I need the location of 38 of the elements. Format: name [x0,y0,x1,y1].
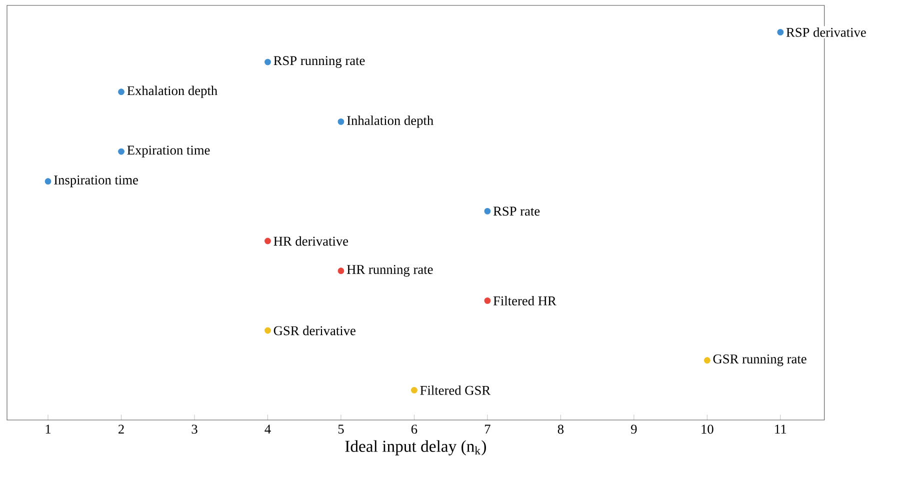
point [484,208,491,214]
point [704,357,710,364]
point [118,148,124,155]
x-tick-label: 4 [264,424,271,434]
y-tick-label: GSR running rate [713,354,806,366]
point [44,178,52,185]
x-tick-label: 6 [411,424,418,434]
y-tick-label: Expiration time [127,146,210,158]
y-tick-label: Exhalation depth [127,86,218,98]
x-tick-label: 8 [558,424,564,434]
point [264,58,271,66]
point [777,28,784,36]
x-tick-label: 1 [46,424,51,434]
x-tick-label: 7 [484,424,490,434]
x-tick-label: 10 [702,424,714,434]
y-tick-label: GSR derivative [274,326,356,336]
y-tick-label: RSP derivative [786,27,866,37]
point [411,386,418,394]
point [118,88,124,96]
x-tick-label: 3 [192,424,198,434]
y-tick-label: RSP running rate [274,56,365,68]
x-tick-label: 5 [338,424,344,434]
y-tick-label: HR running rate [346,264,433,277]
x-axis-title: Ideal input delay (n$_{k}$) [345,440,486,456]
y-tick-label: Inhalation depth [347,116,434,128]
y-tick-label: Inspiration time [54,176,138,188]
x-tick-label: 11 [775,424,786,434]
x-tick-label: 2 [118,424,124,434]
y-tick-label: RSP rate [493,206,540,216]
y-tick-label: HR derivative [274,236,348,246]
point [338,268,344,274]
point [484,297,491,304]
point [338,118,344,125]
y-tick-label: Filtered HR [493,296,556,306]
x-tick-label: 9 [631,424,637,434]
point [264,238,271,244]
y-tick-label: Filtered GSR [420,385,491,395]
point [264,327,271,334]
